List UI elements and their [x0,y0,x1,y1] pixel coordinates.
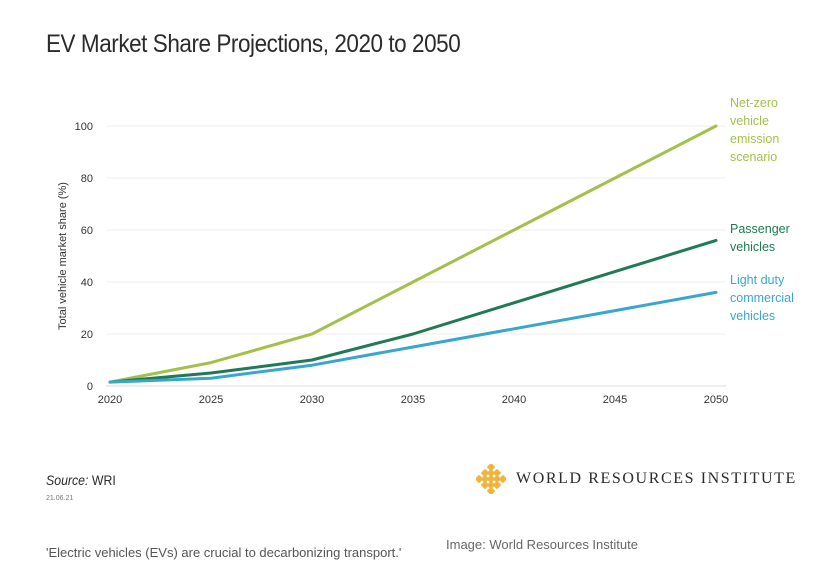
image-caption: 'Electric vehicles (EVs) are crucial to … [46,545,402,560]
wri-logo-icon [476,464,506,494]
logo-cell [486,486,496,494]
logo-cell [492,474,502,484]
series-label: emission [730,132,779,146]
logo-cell [480,480,490,490]
logo-cell [486,468,496,478]
series-label: vehicle [730,114,769,128]
y-axis-label: Total vehicle market share (%) [57,182,69,330]
series-label: vehicles [730,240,775,254]
logo-cell [480,474,490,484]
x-tick-label: 2020 [98,394,122,406]
series-label: commercial [730,291,794,305]
series-label: Light duty [730,273,785,287]
series-label: Net-zero [730,96,778,110]
x-tick-label: 2030 [300,394,324,406]
org-name: WORLD RESOURCES INSTITUTE [516,470,797,487]
publish-date: 21.06.21 [46,495,74,502]
logo-cell [476,474,484,484]
logo-cell [498,474,506,484]
logo-cell [486,480,496,490]
chart-title: EV Market Share Projections, 2020 to 205… [46,30,461,58]
logo-cell [486,464,496,472]
source-label: Source: [46,472,89,488]
series-line [108,238,718,384]
series-line [108,290,718,384]
logo-cell [492,480,502,490]
y-tick-label: 40 [81,277,93,289]
series-line [108,124,718,384]
x-tick-label: 2040 [502,394,526,406]
logo-cell [492,468,502,478]
series-label: Passenger [730,222,790,236]
x-tick-label: 2035 [401,394,425,406]
y-tick-label: 80 [81,173,93,185]
series-label: scenario [730,150,777,164]
y-tick-label: 100 [75,121,93,133]
series-label: vehicles [730,309,775,323]
chart-card: EV Market Share Projections, 2020 to 205… [46,30,797,502]
source-line: Source: WRI [46,472,116,488]
y-tick-label: 60 [81,225,93,237]
y-tick-label: 20 [81,329,93,341]
x-tick-label: 2050 [704,394,728,406]
source-value: WRI [91,472,116,488]
logo-cell [486,474,496,484]
y-tick-label: 0 [87,381,93,393]
x-tick-label: 2025 [199,394,223,406]
wri-brand: WORLD RESOURCES INSTITUTE [476,464,797,494]
image-credit: Image: World Resources Institute [446,537,638,552]
logo-cell [480,468,490,478]
x-tick-label: 2045 [603,394,627,406]
